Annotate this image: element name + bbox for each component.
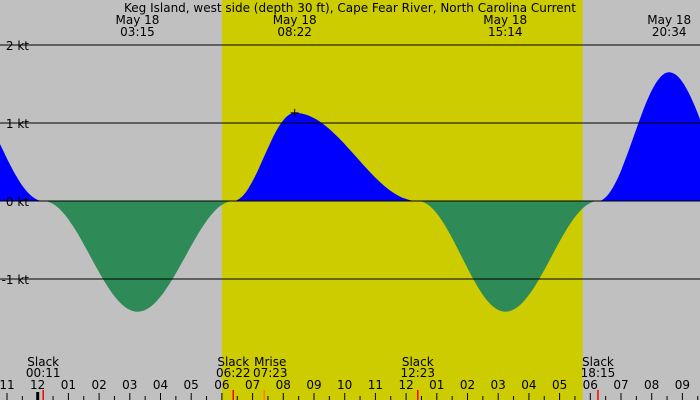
- extremum-date: May 18: [483, 13, 527, 27]
- x-tick-label: 12: [398, 378, 413, 392]
- x-tick-label: 03: [491, 378, 506, 392]
- flood-current-area: [233, 112, 418, 201]
- x-tick-label: 08: [644, 378, 659, 392]
- y-tick-label: -1 kt: [2, 273, 30, 287]
- extremum-time: 08:22: [277, 25, 312, 39]
- current-areas: [0, 72, 700, 312]
- event-label: Slack: [217, 355, 249, 369]
- y-tick-label: 0 kt: [6, 195, 29, 209]
- extremum-time: 03:15: [120, 25, 155, 39]
- x-tick-label: 04: [153, 378, 168, 392]
- y-tick-label: 2 kt: [6, 39, 29, 53]
- x-tick-label: 05: [552, 378, 567, 392]
- x-tick-label: 08: [276, 378, 291, 392]
- event-label: Slack: [582, 355, 614, 369]
- event-time: 12:23: [400, 366, 435, 380]
- x-tick-label: 09: [675, 378, 690, 392]
- extremum-date: May 18: [273, 13, 317, 27]
- ebb-current-area: [43, 201, 234, 312]
- event-label: Slack: [27, 355, 59, 369]
- gridlines: [0, 44, 700, 280]
- x-tick-label: 06: [214, 378, 229, 392]
- ebb-current-area: [417, 201, 598, 312]
- x-tick-label: 02: [91, 378, 106, 392]
- event-time: 18:15: [581, 366, 616, 380]
- event-time: 07:23: [253, 366, 288, 380]
- extremum-time: 20:34: [652, 25, 687, 39]
- x-tick-label: 04: [521, 378, 536, 392]
- extremum-date: May 18: [647, 13, 691, 27]
- y-axis-labels: 2 kt 1 kt 0 kt -1 kt: [2, 39, 30, 287]
- x-tick-label: 09: [306, 378, 321, 392]
- y-tick-label: 1 kt: [6, 117, 29, 131]
- x-tick-label: 07: [245, 378, 260, 392]
- x-tick-label: 11: [368, 378, 383, 392]
- x-tick-label: 01: [429, 378, 444, 392]
- x-tick-label: 12: [30, 378, 45, 392]
- event-labels: Slack00:11Slack06:22Mrise07:23Slack12:23…: [26, 355, 615, 400]
- x-tick-label: 03: [122, 378, 137, 392]
- event-label: Slack: [402, 355, 434, 369]
- x-tick-label: 01: [61, 378, 76, 392]
- x-tick-label: 06: [583, 378, 598, 392]
- extremum-date: May 18: [116, 13, 160, 27]
- event-label: Mrise: [254, 355, 286, 369]
- chart-title: Keg Island, west side (depth 30 ft), Cap…: [124, 1, 576, 15]
- x-tick-label: 11: [0, 378, 15, 392]
- flood-current-area: [0, 144, 44, 201]
- x-axis: 11 12 01 02 03 04 05 06 07 08 09 10 11 12 01 02 03 04 05 06…: [0, 378, 699, 400]
- extremum-time: 15:14: [488, 25, 523, 39]
- event-time: 06:22: [216, 366, 251, 380]
- x-tick-label: 10: [337, 378, 352, 392]
- x-tick-label: 05: [184, 378, 199, 392]
- flood-current-area: [598, 72, 700, 201]
- x-tick-label: 07: [613, 378, 628, 392]
- x-tick-label: 02: [460, 378, 475, 392]
- event-time: 00:11: [26, 366, 61, 380]
